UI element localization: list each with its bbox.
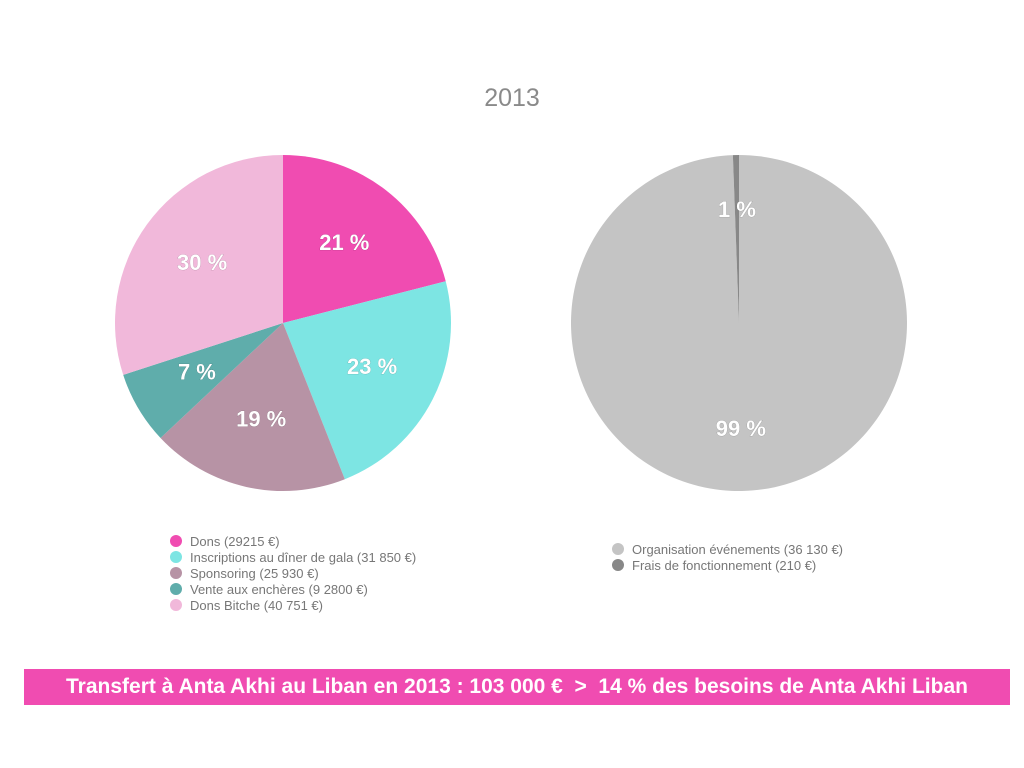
legend-swatch — [612, 543, 624, 555]
pie-slice — [114, 155, 283, 375]
pie-slice-label: 7 % — [178, 360, 216, 385]
pie-slice — [732, 155, 739, 323]
legend-item: Sponsoring (25 930 €) — [170, 565, 416, 581]
legend-swatch — [170, 567, 182, 579]
legend-item: Dons (29215 €) — [170, 533, 416, 549]
legend-swatch — [170, 551, 182, 563]
legend-item: Inscriptions au dîner de gala (31 850 €) — [170, 549, 416, 565]
legend-label: Vente aux enchères (9 2800 €) — [190, 581, 368, 597]
legend-item: Vente aux enchères (9 2800 €) — [170, 581, 416, 597]
pie-slice — [123, 323, 283, 439]
expense-pie-chart: 99 % 1 % — [571, 155, 907, 492]
legend-item: Dons Bitche (40 751 €) — [170, 597, 416, 613]
pie-slice-label: 21 % — [319, 230, 369, 255]
revenue-legend: Dons (29215 €) Inscriptions au dîner de g… — [170, 533, 416, 613]
pie-slice-label: 1 % — [718, 197, 756, 222]
pie-slice-label: 19 % — [236, 406, 286, 431]
legend-label: Frais de fonctionnement (210 €) — [632, 557, 817, 573]
transfer-banner: Transfert à Anta Akhi au Liban en 2013 :… — [24, 669, 1010, 705]
pie-slice — [571, 155, 907, 492]
legend-label: Dons (29215 €) — [190, 533, 280, 549]
expense-legend: Organisation événements (36 130 €) Frais … — [612, 541, 843, 573]
pie-slice-label: 30 % — [177, 250, 227, 275]
legend-label: Sponsoring (25 930 €) — [190, 565, 319, 581]
pie-slice — [283, 155, 446, 323]
legend-item: Frais de fonctionnement (210 €) — [612, 557, 843, 573]
legend-item: Organisation événements (36 130 €) — [612, 541, 843, 557]
legend-swatch — [612, 559, 624, 571]
pie-slice-label: 99 % — [716, 416, 766, 441]
chart-year-title: 2013 — [484, 84, 540, 112]
legend-swatch — [170, 535, 182, 547]
revenue-pie-chart: 21 % 23 % 19 % 7 % 30 % — [114, 155, 451, 492]
pie-slice — [283, 281, 451, 480]
legend-label: Dons Bitche (40 751 €) — [190, 597, 323, 613]
legend-swatch — [170, 599, 182, 611]
legend-label: Inscriptions au dîner de gala (31 850 €) — [190, 549, 417, 565]
pie-slice — [160, 323, 345, 492]
pie-slice-label: 23 % — [347, 354, 397, 379]
legend-label: Organisation événements (36 130 €) — [632, 541, 844, 557]
legend-swatch — [170, 583, 182, 595]
